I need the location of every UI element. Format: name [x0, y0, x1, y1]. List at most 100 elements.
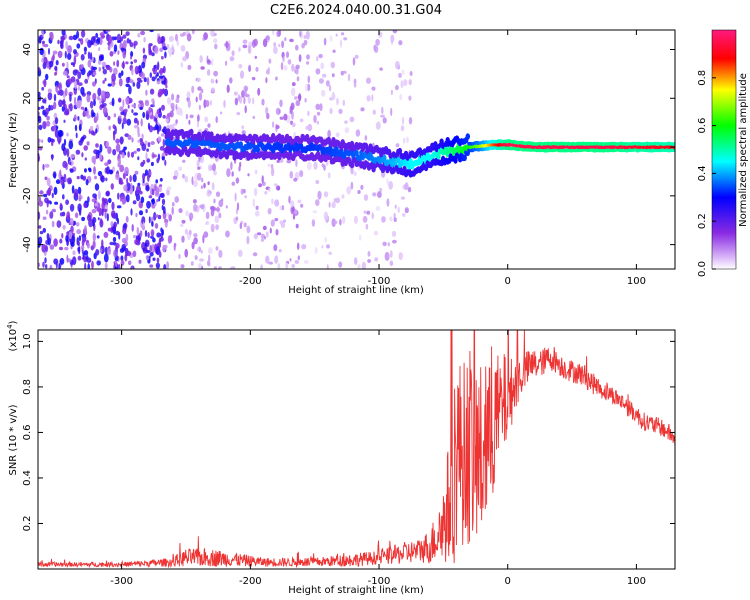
noise-blob	[122, 99, 125, 108]
noise-blob	[45, 73, 49, 81]
noise-blob	[386, 198, 390, 207]
noise-blob	[350, 181, 354, 190]
noise-blob	[380, 114, 385, 118]
noise-blob	[122, 200, 125, 205]
noise-blob	[112, 81, 116, 86]
noise-blob	[146, 77, 150, 86]
noise-blob	[120, 70, 124, 76]
noise-blob	[38, 67, 41, 72]
noise-blob	[312, 210, 317, 214]
noise-blob	[96, 235, 100, 239]
noise-blob	[116, 59, 120, 68]
noise-blob	[145, 255, 150, 261]
noise-blob	[53, 238, 58, 247]
noise-blob	[207, 123, 211, 128]
noise-blob	[128, 85, 132, 95]
noise-blob	[197, 166, 201, 170]
noise-blob	[158, 75, 164, 79]
noise-blob	[68, 104, 72, 109]
noise-blob	[44, 197, 49, 204]
noise-blob	[151, 98, 154, 103]
noise-blob	[59, 257, 65, 265]
noise-blob	[203, 32, 209, 40]
noise-blob	[40, 105, 45, 110]
noise-blob	[295, 64, 300, 70]
noise-blob	[78, 123, 82, 132]
noise-blob	[125, 61, 129, 65]
noise-blob	[124, 108, 128, 113]
noise-blob	[81, 136, 85, 141]
ridge-mark	[672, 142, 675, 146]
noise-blob	[273, 183, 278, 187]
noise-blob	[167, 235, 172, 244]
noise-blob	[211, 182, 215, 191]
noise-blob	[362, 215, 368, 223]
snr-scale-close: )	[8, 320, 19, 324]
noise-blob	[215, 224, 220, 231]
noise-blob	[374, 257, 379, 262]
noise-blob	[152, 237, 156, 243]
noise-blob	[63, 138, 67, 146]
noise-blob	[38, 196, 41, 203]
noise-blob	[178, 253, 181, 260]
noise-blob	[283, 219, 286, 223]
noise-blob	[46, 177, 51, 187]
noise-blob	[92, 232, 97, 242]
noise-blob	[346, 186, 352, 195]
noise-blob	[61, 106, 65, 112]
noise-blob	[105, 141, 110, 148]
noise-blob	[48, 47, 50, 55]
noise-blob	[109, 241, 115, 246]
ridge-mark	[169, 134, 174, 141]
noise-blob	[115, 173, 120, 181]
noise-blob	[77, 203, 82, 212]
noise-blob	[74, 212, 79, 219]
noise-blob	[86, 242, 90, 249]
noise-blob	[62, 160, 68, 168]
noise-blob	[264, 236, 266, 240]
noise-blob	[126, 250, 132, 257]
noise-blob	[47, 187, 52, 196]
noise-blob	[296, 242, 300, 250]
noise-blob	[158, 251, 162, 258]
noise-blob	[323, 191, 329, 198]
noise-blob	[80, 106, 85, 110]
colorbar-tick-label: 0.8	[697, 70, 708, 86]
noise-blob	[355, 129, 361, 137]
noise-blob	[328, 251, 332, 255]
noise-blob	[274, 199, 280, 207]
noise-blob	[134, 65, 139, 75]
noise-blob	[77, 116, 80, 121]
noise-blob	[115, 143, 121, 152]
noise-blob	[281, 40, 285, 49]
noise-blob	[84, 51, 87, 55]
noise-blob	[182, 159, 186, 163]
noise-blob	[185, 113, 189, 120]
noise-blob	[142, 247, 146, 252]
noise-blob	[344, 120, 348, 124]
noise-blob	[146, 148, 150, 152]
noise-blob	[96, 260, 101, 266]
noise-blob	[231, 181, 236, 186]
noise-blob	[353, 78, 357, 85]
noise-blob	[379, 67, 383, 71]
noise-blob	[106, 166, 110, 175]
snr-scale-prefix: (x10	[8, 329, 19, 352]
noise-blob	[409, 71, 413, 76]
noise-blob	[74, 69, 79, 74]
noise-blob	[160, 192, 165, 199]
ridge-mark	[209, 131, 214, 138]
noise-blob	[117, 192, 120, 200]
noise-blob	[38, 91, 41, 97]
noise-blob	[99, 143, 103, 153]
noise-blob	[51, 138, 55, 143]
noise-blob	[307, 123, 313, 132]
noise-blob	[294, 260, 300, 264]
noise-blob	[66, 211, 71, 220]
noise-blob	[70, 62, 75, 66]
noise-blob	[94, 183, 100, 191]
noise-blob	[149, 112, 153, 116]
noise-blob	[122, 40, 127, 49]
noise-blob	[133, 124, 139, 129]
noise-blob	[52, 171, 57, 179]
